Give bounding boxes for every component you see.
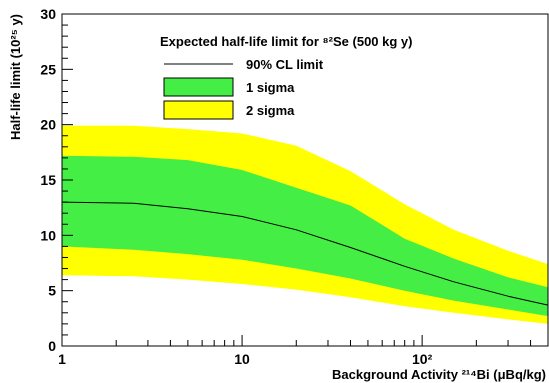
legend-swatch-2-sigma [163,100,234,120]
y-tick-label: 15 [40,172,56,188]
chart-bands [62,125,548,324]
y-tick-label: 30 [40,6,56,22]
y-tick-label: 25 [40,61,56,77]
x-tick-label: 10 [234,351,250,367]
y-tick-label: 0 [48,338,56,354]
x-tick-label: 10² [412,351,433,367]
legend-swatch-1-sigma [163,77,234,97]
legend-label-1-sigma: 1 sigma [246,80,295,95]
line-90-cl-limit [61,201,549,306]
band-1-sigma [62,155,548,317]
x-axis-label: Background Activity ²¹⁴Bi (μBq/kg) [332,367,546,382]
legend: Expected half-life limit for ⁸²Se (500 k… [160,34,412,120]
x-axis-ticks: 1 10 10² [58,335,549,367]
y-axis-label: Half-life limit (10²⁵ y) [8,14,23,140]
x-tick-label: 1 [58,351,66,367]
legend-label-2-sigma: 2 sigma [246,103,295,118]
legend-title: Expected half-life limit for ⁸²Se (500 k… [160,34,412,49]
y-axis-ticks: 0 5 10 15 20 25 30 [40,6,73,354]
y-tick-label: 10 [40,227,56,243]
chart-lines [61,201,549,306]
y-tick-label: 20 [40,117,56,133]
y-tick-label: 5 [48,283,56,299]
legend-label-90-cl-limit: 90% CL limit [246,57,324,72]
